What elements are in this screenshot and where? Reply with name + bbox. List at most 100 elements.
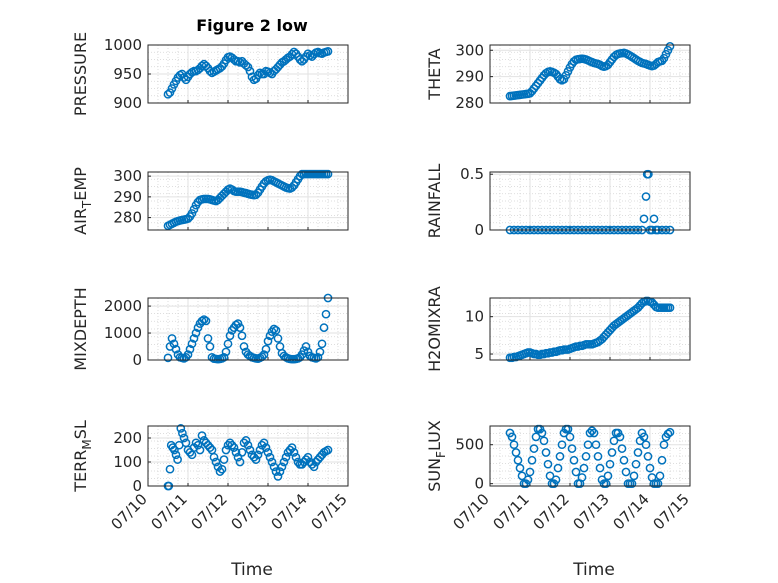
x-tick-label: 07/12 xyxy=(530,490,573,533)
data-point xyxy=(178,428,187,438)
y-tick-label: 2000 xyxy=(104,297,142,315)
y-tick-label: 1000 xyxy=(104,36,142,54)
data-point xyxy=(531,432,541,442)
data-point xyxy=(171,450,181,460)
data-point xyxy=(319,323,329,333)
data-point xyxy=(321,309,331,319)
data-point xyxy=(577,473,587,482)
data-point xyxy=(609,436,619,446)
data-point xyxy=(513,455,523,465)
axes-box xyxy=(489,425,691,487)
data-point xyxy=(581,452,591,461)
data-point xyxy=(261,443,271,452)
data-point xyxy=(189,204,199,214)
data-point xyxy=(237,448,247,457)
data-point xyxy=(289,448,299,457)
data-point xyxy=(621,467,631,477)
subplot-2: 280 290 300 THETA xyxy=(425,41,691,112)
data-point xyxy=(169,339,179,349)
data-point xyxy=(507,432,517,442)
subplot-6: 5 10 H2OMIXRA xyxy=(425,286,691,372)
data-point xyxy=(323,445,333,455)
data-point xyxy=(649,214,659,224)
data-point xyxy=(523,475,533,485)
data-point xyxy=(251,455,261,464)
data-point xyxy=(173,455,182,464)
data-point xyxy=(301,342,311,351)
data-point xyxy=(644,169,653,179)
data-point xyxy=(223,339,233,349)
data-point xyxy=(657,455,667,465)
data-point xyxy=(253,450,263,460)
data-point xyxy=(245,445,255,455)
data-point xyxy=(209,452,219,462)
subplot-3: 280 290 300 AIRTEMP xyxy=(71,167,349,235)
y-tick-label: 0 xyxy=(474,475,484,493)
data-point xyxy=(217,464,227,474)
data-point xyxy=(167,334,177,343)
data-point xyxy=(219,455,229,464)
data-point xyxy=(205,342,215,351)
data-point xyxy=(665,303,675,313)
data-point xyxy=(281,452,291,462)
data-point xyxy=(565,432,575,442)
subplot-5: 0 1000 2000 MIXDEPTH xyxy=(71,287,349,371)
x-tick-label: 07/10 xyxy=(450,490,493,533)
data-point xyxy=(163,89,173,99)
data-point xyxy=(279,457,289,467)
data-point xyxy=(313,352,323,362)
data-point xyxy=(241,60,251,70)
data-point xyxy=(567,444,577,453)
data-point xyxy=(631,459,641,469)
data-point xyxy=(553,463,563,473)
y-tick-label: 300 xyxy=(455,41,484,59)
data-point xyxy=(617,444,627,453)
data-point xyxy=(569,455,579,465)
data-point xyxy=(291,452,301,462)
data-point xyxy=(509,440,519,450)
data-point xyxy=(551,475,561,485)
data-point xyxy=(253,70,263,80)
data-point xyxy=(269,324,279,334)
data-point xyxy=(235,457,245,467)
data-point xyxy=(527,455,537,465)
data-point xyxy=(187,209,197,218)
subplot-1: 900 950 1000 PRESSURE xyxy=(71,32,349,116)
data-point xyxy=(585,428,595,438)
y-axis-label: H2OMIXRA xyxy=(425,286,444,372)
y-tick-label: 10 xyxy=(465,308,484,326)
data-point xyxy=(263,336,273,346)
data-point xyxy=(265,452,275,462)
y-axis-label: TERRMSL xyxy=(71,420,94,493)
y-tick-label: 0 xyxy=(132,351,142,369)
data-point xyxy=(639,432,649,442)
y-tick-label: 100 xyxy=(113,453,142,471)
axes-box xyxy=(147,44,349,104)
data-point xyxy=(529,444,539,453)
data-point xyxy=(641,440,651,450)
data-point xyxy=(543,459,553,469)
data-point xyxy=(237,331,247,341)
data-point xyxy=(191,438,201,448)
data-point xyxy=(259,438,269,448)
y-tick-label: 0.5 xyxy=(460,165,484,183)
data-point xyxy=(639,214,649,224)
y-tick-label: 1000 xyxy=(104,324,142,342)
data-point xyxy=(655,471,665,481)
data-point xyxy=(231,448,241,457)
data-point xyxy=(176,424,186,433)
y-tick-label: 280 xyxy=(113,209,142,227)
axes-box xyxy=(489,171,691,231)
data-point xyxy=(245,66,255,76)
data-point xyxy=(243,440,253,450)
data-point xyxy=(167,84,177,93)
axes-box xyxy=(147,297,349,361)
data-point xyxy=(555,452,565,461)
data-point xyxy=(189,334,199,343)
data-point xyxy=(263,448,273,457)
x-tick-label: 07/12 xyxy=(188,490,231,533)
y-tick-label: 0 xyxy=(474,221,484,239)
data-point xyxy=(227,440,237,450)
data-point xyxy=(225,331,235,341)
